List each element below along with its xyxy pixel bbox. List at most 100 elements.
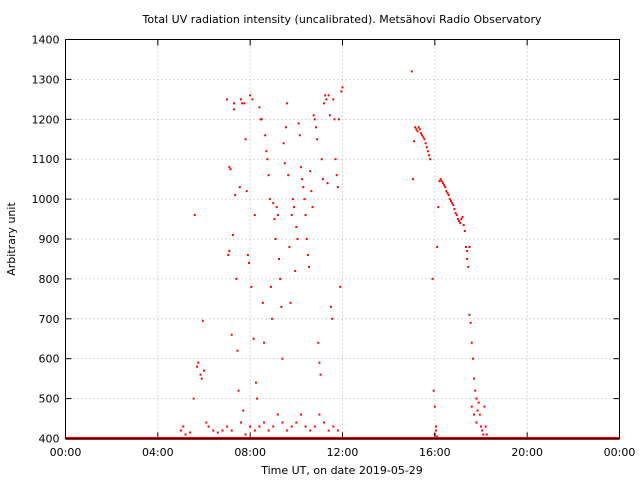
data-point <box>329 305 332 308</box>
data-point <box>236 349 239 352</box>
data-point <box>305 238 308 240</box>
data-point <box>259 118 262 121</box>
data-point <box>309 429 312 432</box>
data-point <box>233 108 236 111</box>
data-point <box>281 421 284 424</box>
data-point <box>459 222 462 225</box>
axis-ticks <box>65 39 620 439</box>
data-point <box>436 245 439 248</box>
data-point <box>280 305 283 308</box>
data-point <box>478 413 481 416</box>
data-point <box>433 405 436 408</box>
data-point <box>242 409 245 412</box>
data-point <box>415 128 418 131</box>
data-point <box>410 70 413 73</box>
data-point <box>233 102 236 105</box>
data-point <box>460 218 463 221</box>
data-point <box>274 238 277 240</box>
x-tick-label: 04:00 <box>142 446 174 459</box>
data-point <box>272 202 275 205</box>
y-tick-label: 600 <box>39 353 60 366</box>
data-point <box>193 214 196 217</box>
data-point <box>422 136 425 139</box>
data-point <box>317 341 320 344</box>
data-point <box>425 146 428 149</box>
data-point <box>323 421 326 424</box>
data-point <box>429 158 432 161</box>
data-point <box>417 126 420 129</box>
data-point <box>293 206 296 209</box>
data-point <box>466 257 469 260</box>
y-tick-label: 1100 <box>32 153 60 166</box>
data-point <box>261 301 264 304</box>
data-point <box>275 206 278 209</box>
data-point <box>302 186 305 189</box>
data-point <box>327 429 330 432</box>
data-point <box>239 98 242 101</box>
x-tick-label: 16:00 <box>419 446 451 459</box>
data-point <box>192 397 195 400</box>
data-point <box>227 253 230 256</box>
data-point <box>309 170 312 173</box>
data-point <box>205 421 208 424</box>
data-point <box>199 373 202 376</box>
data-point <box>296 238 299 240</box>
data-point <box>473 377 476 380</box>
data-point <box>336 429 339 432</box>
data-point <box>281 357 284 360</box>
data-point <box>290 214 293 217</box>
data-point <box>235 277 238 280</box>
data-point <box>454 212 457 215</box>
y-tick-label: 500 <box>39 393 60 406</box>
data-point <box>455 214 458 217</box>
data-point <box>469 321 472 324</box>
data-point <box>286 429 289 432</box>
data-point <box>467 265 470 268</box>
data-point <box>256 397 259 400</box>
data-point <box>268 198 271 201</box>
data-point <box>231 234 234 237</box>
data-point <box>230 333 233 336</box>
data-point <box>318 413 321 416</box>
data-point <box>245 190 248 193</box>
data-point <box>234 194 237 197</box>
y-tick-label: 900 <box>39 233 60 246</box>
data-point <box>437 206 440 209</box>
data-point <box>201 319 204 322</box>
data-point <box>332 98 335 101</box>
data-point <box>249 94 252 97</box>
data-point <box>481 429 484 432</box>
data-point <box>290 425 293 428</box>
data-point <box>310 190 313 193</box>
data-point <box>439 178 442 181</box>
y-tick-label: 1400 <box>32 34 60 47</box>
data-point <box>483 405 486 408</box>
y-tick-label: 700 <box>39 313 60 326</box>
data-point <box>464 245 467 248</box>
data-point <box>278 257 281 260</box>
data-point <box>282 142 285 145</box>
data-point <box>458 220 461 223</box>
data-point <box>287 174 290 177</box>
data-point <box>321 178 324 181</box>
y-tick-label: 1200 <box>32 113 60 126</box>
data-point <box>434 429 437 432</box>
data-point <box>328 114 331 117</box>
data-point <box>179 429 182 432</box>
data-point <box>295 226 298 229</box>
grid <box>65 39 620 439</box>
data-point <box>197 361 200 364</box>
data-point <box>335 174 338 177</box>
data-point <box>325 98 328 101</box>
data-point <box>448 198 451 201</box>
data-point <box>230 429 233 432</box>
data-point <box>416 130 419 133</box>
data-point <box>484 425 487 428</box>
data-point <box>440 180 443 183</box>
data-point <box>229 168 232 171</box>
data-point <box>419 132 422 135</box>
data-point <box>298 134 301 137</box>
data-point <box>452 204 455 207</box>
data-point <box>228 249 231 252</box>
